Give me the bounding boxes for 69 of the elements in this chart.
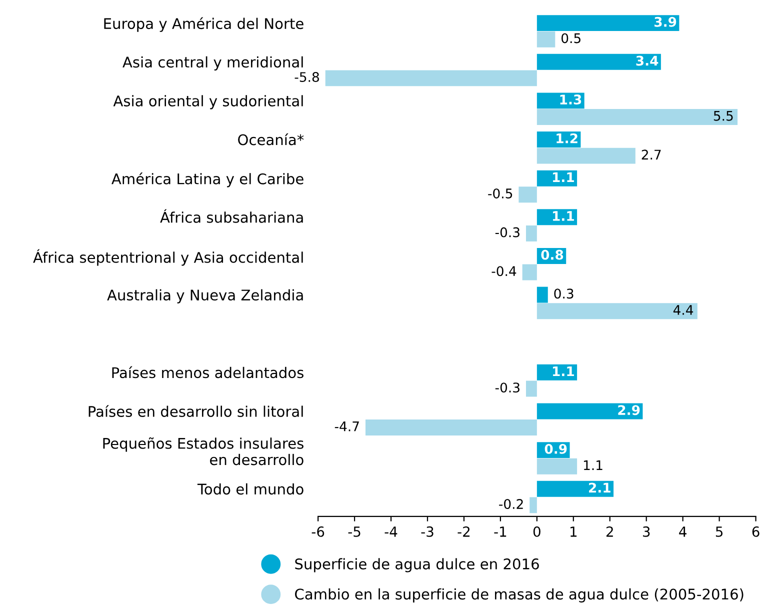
- y-tick-label: Europa y América del Norte: [104, 17, 304, 32]
- y-tick-label: Pequeños Estados insulares en desarrollo: [103, 437, 304, 466]
- data-label: 1.1: [552, 211, 574, 221]
- y-tick-label: Países en desarrollo sin litoral: [88, 405, 303, 417]
- data-label: -0.4: [492, 266, 516, 276]
- x-tick-label: 1: [570, 526, 577, 537]
- bar: [536, 54, 661, 70]
- data-label: 0.8: [541, 250, 564, 260]
- data-label: -0.3: [495, 382, 520, 393]
- data-label: 2.1: [589, 482, 610, 493]
- data-label: 2.7: [642, 150, 661, 160]
- x-tick-label: 2: [606, 526, 613, 537]
- data-label: 1.2: [556, 133, 578, 144]
- bar: [536, 286, 548, 303]
- data-label: 1.3: [560, 94, 582, 105]
- x-tick-label: -2: [458, 526, 470, 537]
- data-label: 3.4: [636, 56, 658, 66]
- data-label: 1.1: [552, 366, 574, 376]
- y-tick-label: África subsahariana: [160, 209, 303, 223]
- bar: [522, 264, 537, 280]
- data-label: -0.5: [488, 188, 512, 198]
- bar: [536, 458, 578, 474]
- x-tick-label: -1: [494, 526, 506, 537]
- bar: [536, 148, 636, 164]
- data-label: -0.3: [495, 227, 520, 238]
- x-tick-label: -5: [348, 526, 360, 537]
- bar: [536, 15, 680, 32]
- x-tick-label: 4: [679, 526, 686, 537]
- bar: [325, 70, 537, 86]
- data-label: 0.3: [554, 288, 574, 299]
- data-label: 3.9: [654, 16, 676, 27]
- bar: [530, 497, 537, 514]
- bar: [536, 31, 556, 48]
- y-tick-label: Asia oriental y sudoriental: [113, 95, 303, 110]
- bar: [536, 92, 584, 109]
- bar: [536, 303, 698, 320]
- data-label: 1.1: [552, 172, 574, 182]
- y-tick-label: América Latina y el Caribe: [112, 172, 304, 188]
- y-tick-label: Asia central y meridional: [122, 56, 303, 70]
- y-tick-label: Todo el mundo: [197, 483, 304, 495]
- bar: [365, 420, 537, 436]
- y-tick-label: Oceanía*: [238, 133, 304, 146]
- x-tick-label: 3: [643, 526, 650, 537]
- x-tick-label: -4: [384, 526, 398, 537]
- bar: [536, 109, 738, 125]
- data-label: 0.5: [562, 33, 580, 44]
- x-tick-label: -3: [421, 526, 434, 537]
- y-tick-label: Australia y Nueva Zelandia: [107, 289, 303, 304]
- data-label: 0.9: [544, 444, 567, 454]
- data-label: -0.2: [499, 499, 523, 510]
- legend-label: Superficie de agua dulce en 2016: [295, 558, 539, 572]
- bar: [526, 380, 537, 397]
- data-label: -4.7: [334, 422, 359, 432]
- data-label: 2.9: [618, 405, 640, 416]
- y-tick-label: Países menos adelantados: [112, 366, 304, 378]
- bar: [536, 403, 643, 420]
- x-tick-label: 6: [752, 526, 760, 537]
- data-label: 1.1: [584, 460, 602, 470]
- legend-label: Cambio en la superficie de masas de agua dulce (2005-2016): [295, 588, 744, 602]
- data-label: 5.5: [714, 111, 733, 121]
- bar: [518, 186, 537, 203]
- bar: [536, 480, 614, 497]
- x-tick-label: 0: [533, 526, 540, 537]
- data-label: -5.8: [294, 72, 319, 82]
- data-label: 4.4: [673, 305, 694, 315]
- y-tick-label: África septentrional y Asia occidental: [33, 249, 303, 266]
- x-tick-label: -6: [312, 526, 324, 537]
- x-tick-label: 5: [716, 526, 723, 537]
- bar: [526, 225, 537, 242]
